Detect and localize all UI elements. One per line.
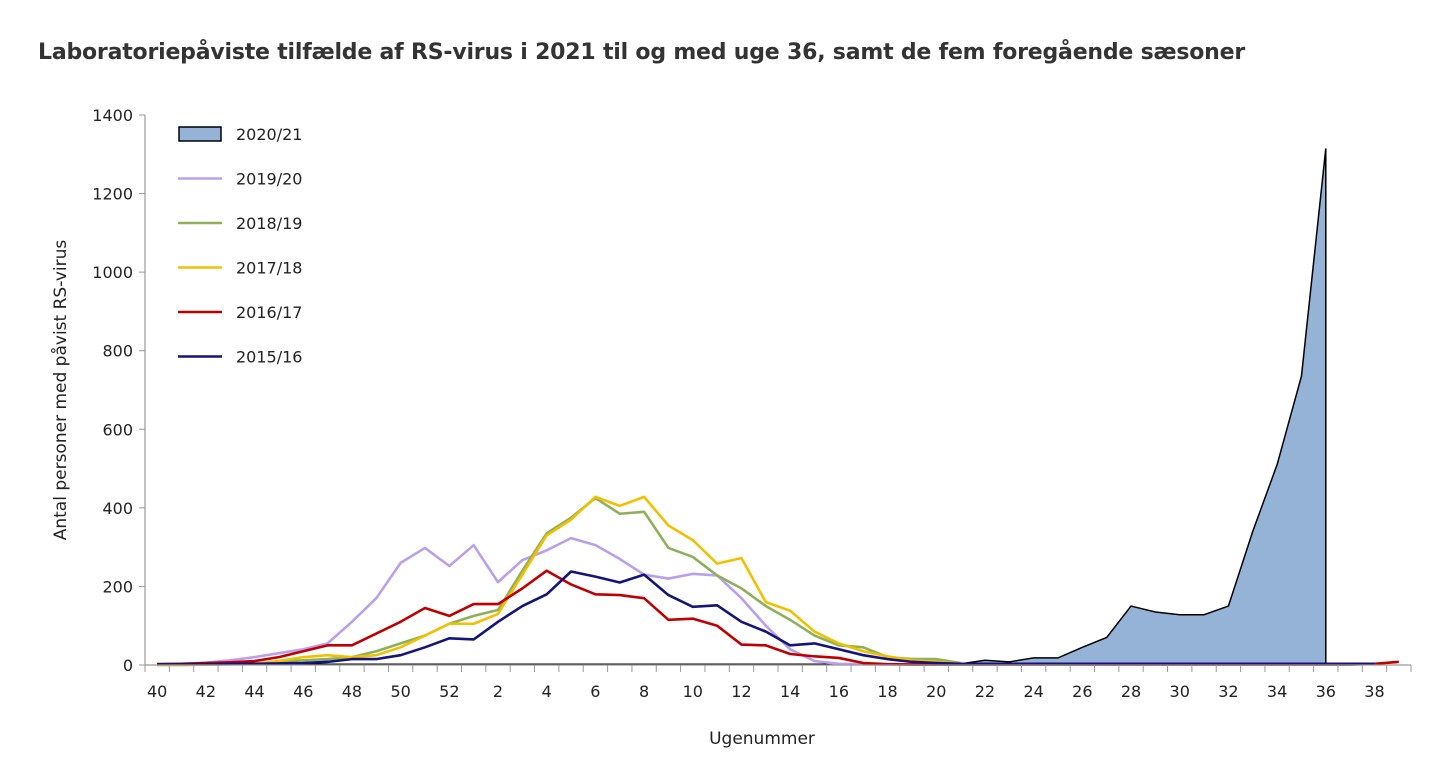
- line-series-2019-20: [157, 536, 937, 666]
- x-tick-label: 8: [639, 682, 649, 701]
- y-axis-label: Antal personer med påvist RS-virus: [50, 240, 71, 541]
- x-tick-label: 36: [1316, 682, 1336, 701]
- x-tick-label: 20: [926, 682, 946, 701]
- legend-swatch: [178, 126, 222, 142]
- legend-entry: 2018/19: [178, 214, 302, 233]
- legend-entry: 2016/17: [178, 303, 302, 322]
- x-tick-label: 30: [1170, 682, 1190, 701]
- line-series-2015-16: [157, 570, 1375, 666]
- x-tick-label: 42: [196, 682, 216, 701]
- legend-entry: 2019/20: [178, 170, 302, 189]
- y-tick-label: 200: [102, 577, 133, 596]
- x-tick-label: 26: [1072, 682, 1092, 701]
- x-tick-label: 18: [877, 682, 897, 701]
- x-tick-label: 14: [780, 682, 800, 701]
- legend-label: 2018/19: [236, 214, 302, 233]
- x-tick-label: 16: [829, 682, 849, 701]
- x-axis-label: Ugenummer: [709, 729, 815, 749]
- x-tick-label: 28: [1121, 682, 1141, 701]
- x-tick-label: 10: [683, 682, 703, 701]
- x-tick-label: 44: [244, 682, 264, 701]
- x-tick-label: 12: [731, 682, 751, 701]
- y-tick-label: 1000: [92, 263, 133, 282]
- area-outline-2020-21: [157, 148, 1327, 665]
- x-tick-label: 2: [493, 682, 503, 701]
- line-series-2017-18: [157, 495, 961, 667]
- legend-label: 2019/20: [236, 170, 302, 189]
- y-tick-label: 1400: [92, 106, 133, 125]
- y-tick-label: 600: [102, 420, 133, 439]
- legend-entry: 2017/18: [178, 259, 302, 278]
- x-tick-label: 40: [147, 682, 167, 701]
- x-tick-label: 52: [439, 682, 459, 701]
- x-tick-label: 38: [1364, 682, 1384, 701]
- legend-entry: 2015/16: [178, 348, 302, 367]
- x-tick-label: 50: [390, 682, 410, 701]
- legend-label: 2017/18: [236, 259, 302, 278]
- x-tick-label: 46: [293, 682, 313, 701]
- y-tick-label: 400: [102, 499, 133, 518]
- legend-label: 2015/16: [236, 348, 302, 367]
- x-tick-label: 22: [975, 682, 995, 701]
- legend-entry: 2020/21: [178, 125, 302, 144]
- x-tick-label: 48: [342, 682, 362, 701]
- legend-label: 2016/17: [236, 303, 302, 322]
- y-tick-label: 0: [123, 656, 133, 675]
- y-tick-label: 1200: [92, 185, 133, 204]
- y-tick-label: 800: [102, 342, 133, 361]
- x-tick-label: 32: [1218, 682, 1238, 701]
- legend-label: 2020/21: [236, 125, 302, 144]
- x-tick-label: 24: [1023, 682, 1043, 701]
- line-series-2018-19: [157, 496, 961, 667]
- chart-title: Laboratoriepåviste tilfælde af RS-virus …: [38, 40, 1245, 65]
- x-tick-label: 6: [590, 682, 600, 701]
- x-tick-label: 34: [1267, 682, 1287, 701]
- x-tick-label: 4: [542, 682, 552, 701]
